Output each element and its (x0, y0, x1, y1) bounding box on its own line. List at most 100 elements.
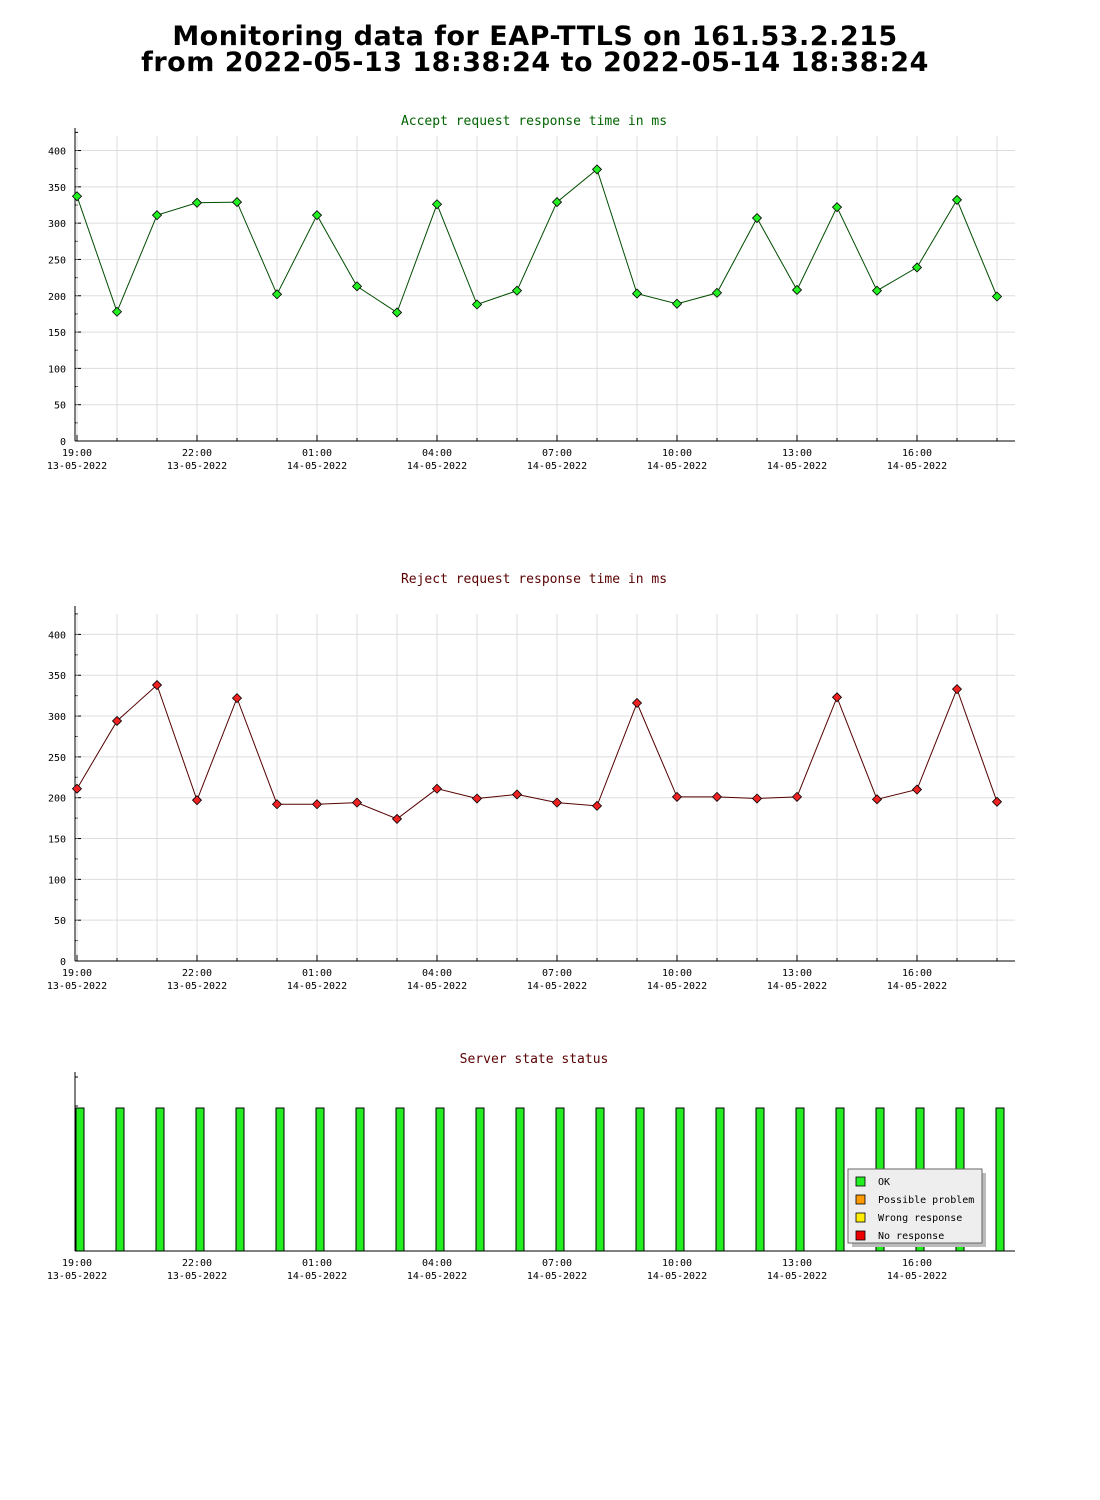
status-bar (195, 1107, 205, 1252)
data-point (151, 210, 163, 221)
y-tick-label: 400 (48, 630, 66, 641)
x-tick-label-time: 13:00 (782, 968, 812, 979)
status-bar (155, 1107, 165, 1252)
y-tick-label: 300 (48, 219, 66, 230)
legend-swatch (855, 1194, 866, 1205)
legend-label: Possible problem (878, 1195, 974, 1206)
x-tick-label-time: 22:00 (182, 1258, 212, 1269)
data-point (231, 693, 243, 704)
x-tick-label-time: 22:00 (182, 968, 212, 979)
data-point (191, 197, 203, 208)
data-point (911, 784, 923, 795)
chart-title: Accept request response time in ms (401, 114, 667, 129)
y-tick-label: 150 (48, 328, 66, 339)
page-title: Monitoring data for EAP-TTLS on 161.53.2… (0, 21, 1070, 78)
data-point (591, 164, 603, 175)
x-tick-label-time: 22:00 (182, 448, 212, 459)
status-bar (75, 1107, 85, 1252)
x-tick-label-time: 04:00 (422, 448, 452, 459)
data-point (991, 291, 1003, 302)
x-tick-label-time: 19:00 (62, 1258, 92, 1269)
status-bar (515, 1107, 525, 1252)
page-title-line-1: Monitoring data for EAP-TTLS on 161.53.2… (172, 21, 898, 52)
data-point (511, 285, 523, 296)
data-point (351, 281, 363, 292)
data-point (551, 797, 563, 808)
x-tick-label-time: 01:00 (302, 1258, 332, 1269)
x-tick-label-date: 14-05-2022 (527, 1271, 587, 1282)
data-point (831, 202, 843, 213)
legend-swatch (855, 1212, 866, 1223)
x-tick-label-time: 07:00 (542, 1258, 572, 1269)
data-point (471, 793, 483, 804)
data-point (631, 697, 643, 709)
y-tick-label: 0 (60, 437, 66, 448)
data-point (831, 692, 843, 703)
x-tick-label-time: 04:00 (422, 968, 452, 979)
data-point (551, 197, 563, 208)
x-tick-label-date: 14-05-2022 (887, 461, 947, 472)
y-tick-label: 350 (48, 671, 66, 682)
x-tick-label-date: 14-05-2022 (527, 981, 587, 992)
y-tick-label: 200 (48, 292, 66, 303)
data-point (351, 797, 363, 808)
x-tick-label-date: 14-05-2022 (647, 1271, 707, 1282)
data-point (191, 795, 203, 806)
y-tick-label: 250 (48, 753, 66, 764)
y-tick-label: 400 (48, 147, 66, 158)
status-bar (635, 1107, 645, 1252)
status-bar (355, 1107, 365, 1252)
data-point (511, 789, 523, 800)
y-tick-label: 100 (48, 364, 66, 375)
x-tick-label-time: 16:00 (902, 968, 932, 979)
status-bar (835, 1107, 845, 1252)
x-tick-label-date: 13-05-2022 (47, 981, 107, 992)
x-tick-label-date: 14-05-2022 (287, 1271, 347, 1282)
x-tick-label-date: 13-05-2022 (167, 981, 227, 992)
data-point (431, 783, 443, 794)
data-point (311, 799, 323, 810)
y-tick-label: 150 (48, 835, 66, 846)
x-tick-label-time: 19:00 (62, 968, 92, 979)
x-tick-label-time: 07:00 (542, 448, 572, 459)
y-tick-label: 50 (54, 401, 66, 412)
y-tick-label: 200 (48, 794, 66, 805)
data-point (151, 679, 163, 691)
data-point (951, 684, 963, 695)
status-bar (555, 1107, 565, 1252)
data-point (711, 287, 723, 298)
data-point (271, 289, 283, 300)
server-status-chart: Server state status 19:00 13-05-2022 22:00 1… (47, 1052, 1015, 1282)
status-bar (315, 1107, 325, 1252)
series-line (76, 168, 998, 314)
data-point (671, 791, 683, 802)
x-tick-label-time: 10:00 (662, 968, 692, 979)
page-title-line-2: from 2022-05-13 18:38:24 to 2022-05-14 1… (141, 47, 929, 78)
legend-label: Wrong response (878, 1213, 962, 1224)
data-point (631, 288, 643, 299)
x-tick-label-date: 14-05-2022 (887, 1271, 947, 1282)
y-tick-label: 0 (60, 957, 66, 968)
chart-title: Server state status (460, 1052, 609, 1067)
x-tick-label-time: 16:00 (902, 1258, 932, 1269)
data-point (711, 791, 723, 802)
y-tick-label: 250 (48, 255, 66, 266)
data-point (111, 715, 123, 727)
data-point (431, 199, 443, 210)
data-point (871, 285, 883, 296)
data-point (271, 799, 283, 810)
data-point (311, 210, 323, 221)
status-bar (675, 1107, 685, 1252)
y-tick-label: 50 (54, 916, 66, 927)
accept-response-chart: Accept request response time in ms 0 50 100… (47, 114, 1015, 472)
data-point (111, 306, 123, 317)
x-tick-label-date: 14-05-2022 (527, 461, 587, 472)
data-point (471, 299, 483, 310)
x-tick-label-time: 13:00 (782, 448, 812, 459)
x-tick-label-date: 14-05-2022 (407, 461, 467, 472)
x-tick-label-time: 10:00 (662, 1258, 692, 1269)
legend-label: OK (878, 1177, 890, 1188)
legend-swatch (855, 1176, 866, 1187)
status-bar (995, 1107, 1005, 1252)
legend-box (847, 1168, 983, 1244)
